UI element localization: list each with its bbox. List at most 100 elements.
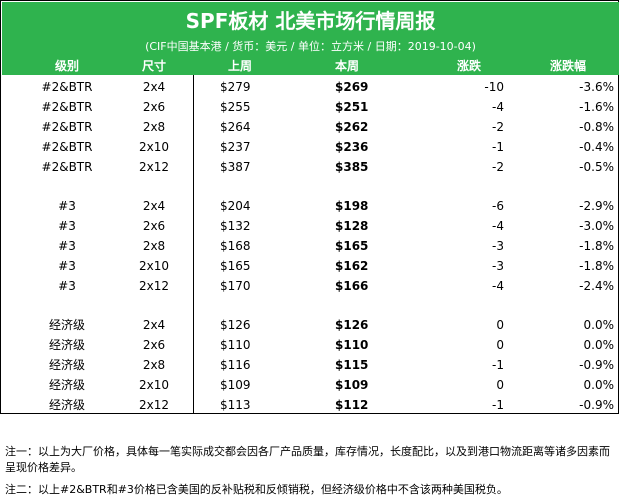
cell-change-pct: 0.0% bbox=[583, 318, 615, 332]
cell-grade: #2&BTR bbox=[41, 160, 93, 174]
cell-change: 0 bbox=[496, 378, 504, 392]
table-row: 经济级 2x8 $116 $115 -1 -0.9% bbox=[2, 355, 619, 375]
cell-this-week: $251 bbox=[335, 100, 369, 114]
cell-size: 2x6 bbox=[142, 100, 166, 114]
cell-grade: 经济级 bbox=[48, 398, 85, 412]
cell-change: -4 bbox=[492, 279, 504, 293]
cell-size: 2x12 bbox=[138, 279, 169, 293]
cell-last-week: $204 bbox=[220, 199, 251, 213]
cell-change-pct: 0.0% bbox=[583, 378, 615, 392]
cell-grade: 经济级 bbox=[48, 318, 85, 332]
cell-this-week: $162 bbox=[335, 259, 369, 273]
cell-change-pct: 0.0% bbox=[583, 338, 615, 352]
cell-this-week: $385 bbox=[335, 160, 369, 174]
cell-change-pct: -1.6% bbox=[579, 100, 614, 114]
cell-grade: #3 bbox=[58, 239, 76, 253]
cell-size: 2x4 bbox=[142, 199, 166, 213]
cell-last-week: $165 bbox=[220, 259, 251, 273]
cell-size: 2x6 bbox=[142, 338, 166, 352]
col-header-grade: 级别 bbox=[54, 59, 79, 73]
table-header-band: SPF板材 北美市场行情周报 (CIF中国基本港 / 货币：美元 / 单位：立方… bbox=[2, 2, 619, 75]
cell-size: 2x10 bbox=[138, 140, 169, 154]
col-header-change: 涨跌 bbox=[457, 59, 482, 73]
cell-last-week: $132 bbox=[220, 219, 251, 233]
cell-grade: #2&BTR bbox=[41, 100, 93, 114]
cell-last-week: $126 bbox=[220, 318, 251, 332]
cell-change-pct: -1.8% bbox=[579, 239, 614, 253]
cell-last-week: $237 bbox=[220, 140, 251, 154]
cell-grade: #3 bbox=[58, 199, 76, 213]
cell-size: 2x4 bbox=[142, 318, 166, 332]
cell-change-pct: -1.8% bbox=[579, 259, 614, 273]
report-subtitle: (CIF中国基本港 / 货币：美元 / 单位：立方米 / 日期：2019-10-… bbox=[145, 40, 476, 53]
report-title: SPF板材 北美市场行情周报 bbox=[185, 9, 436, 33]
cell-grade: #2&BTR bbox=[41, 80, 93, 94]
cell-change: -10 bbox=[484, 80, 504, 94]
cell-change-pct: -3.6% bbox=[579, 80, 614, 94]
column-header-row: 级别 尺寸 上周 本周 涨跌 涨跌幅 bbox=[2, 58, 619, 75]
cell-change: -3 bbox=[492, 259, 504, 273]
cell-size: 2x8 bbox=[142, 120, 166, 134]
col-header-change-pct: 涨跌幅 bbox=[550, 59, 587, 73]
cell-last-week: $109 bbox=[220, 378, 251, 392]
cell-this-week: $165 bbox=[335, 239, 369, 253]
table-row: #3 2x4 $204 $198 -6 -2.9% bbox=[2, 196, 619, 216]
cell-change: -6 bbox=[492, 199, 504, 213]
cell-change: 0 bbox=[496, 318, 504, 332]
cell-last-week: $387 bbox=[220, 160, 251, 174]
cell-this-week: $166 bbox=[335, 279, 369, 293]
cell-change: -4 bbox=[492, 219, 504, 233]
table-row: #3 2x12 $170 $166 -4 -2.4% bbox=[2, 276, 619, 296]
cell-last-week: $116 bbox=[220, 358, 251, 372]
table-row: #2&BTR 2x8 $264 $262 -2 -0.8% bbox=[2, 117, 619, 137]
table-row: #2&BTR 2x6 $255 $251 -4 -1.6% bbox=[2, 97, 619, 117]
cell-change: -1 bbox=[492, 140, 504, 154]
table-row: #2&BTR 2x12 $387 $385 -2 -0.5% bbox=[2, 157, 619, 177]
cell-change-pct: -2.4% bbox=[579, 279, 614, 293]
cell-this-week: $236 bbox=[335, 140, 369, 154]
cell-grade: #2&BTR bbox=[41, 120, 93, 134]
footnote-2: 注二：以上#2&BTR和#3价格已含美国的反补贴税和反倾销税，但经济级价格中不含… bbox=[5, 483, 508, 496]
cell-this-week: $109 bbox=[335, 378, 369, 392]
cell-change-pct: -3.0% bbox=[579, 219, 614, 233]
footnote-1: 注一：以上为大厂价格，具体每一笔实际成交都会因各厂产品质量，库存情况，长度配比，… bbox=[5, 445, 610, 474]
cell-last-week: $110 bbox=[220, 338, 251, 352]
cell-change-pct: -0.4% bbox=[579, 140, 614, 154]
cell-this-week: $269 bbox=[335, 80, 369, 94]
cell-grade: 经济级 bbox=[48, 338, 85, 352]
table-row: 经济级 2x10 $109 $109 0 0.0% bbox=[2, 375, 619, 395]
col-header-last-week: 上周 bbox=[228, 59, 253, 73]
cell-grade: 经济级 bbox=[48, 378, 85, 392]
cell-this-week: $115 bbox=[335, 358, 369, 372]
cell-this-week: $110 bbox=[335, 338, 369, 352]
cell-this-week: $126 bbox=[335, 318, 369, 332]
col-header-size: 尺寸 bbox=[141, 59, 166, 73]
cell-change: -1 bbox=[492, 358, 504, 372]
cell-change: -2 bbox=[492, 160, 504, 174]
cell-change-pct: -0.9% bbox=[579, 358, 614, 372]
table-row: #3 2x8 $168 $165 -3 -1.8% bbox=[2, 236, 619, 256]
table-row: #2&BTR 2x4 $279 $269 -10 -3.6% bbox=[2, 77, 619, 97]
table-row: 经济级 2x12 $113 $112 -1 -0.9% bbox=[2, 395, 619, 415]
col-header-this-week: 本周 bbox=[335, 59, 360, 73]
footnotes: 注一：以上为大厂价格，具体每一笔实际成交都会因各厂产品质量，库存情况，长度配比，… bbox=[5, 444, 617, 504]
cell-size: 2x12 bbox=[138, 160, 169, 174]
cell-change: -4 bbox=[492, 100, 504, 114]
cell-size: 2x6 bbox=[142, 219, 166, 233]
table-row: #3 2x6 $132 $128 -4 -3.0% bbox=[2, 216, 619, 236]
cell-change: 0 bbox=[496, 338, 504, 352]
cell-last-week: $264 bbox=[220, 120, 251, 134]
cell-change: -3 bbox=[492, 239, 504, 253]
cell-grade: #3 bbox=[58, 279, 76, 293]
cell-this-week: $262 bbox=[335, 120, 369, 134]
column-divider bbox=[193, 75, 194, 414]
report-table-frame: SPF板材 北美市场行情周报 (CIF中国基本港 / 货币：美元 / 单位：立方… bbox=[0, 0, 619, 414]
cell-size: 2x8 bbox=[142, 239, 166, 253]
cell-change-pct: -0.5% bbox=[579, 160, 614, 174]
cell-size: 2x10 bbox=[138, 259, 169, 273]
cell-change: -1 bbox=[492, 398, 504, 412]
table-row: 经济级 2x6 $110 $110 0 0.0% bbox=[2, 335, 619, 355]
cell-grade: 经济级 bbox=[48, 358, 85, 372]
cell-grade: #3 bbox=[58, 259, 76, 273]
cell-change-pct: -2.9% bbox=[579, 199, 614, 213]
